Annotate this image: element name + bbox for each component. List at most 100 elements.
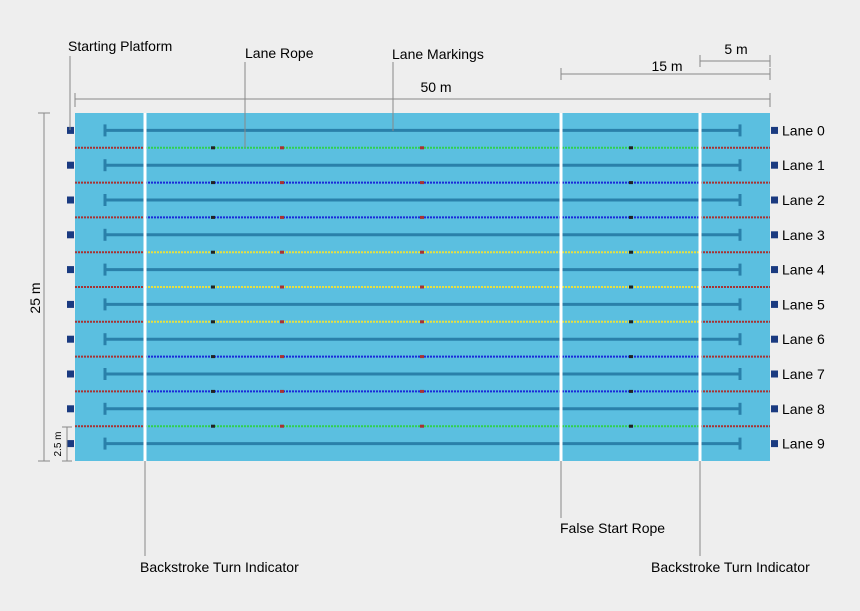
- finish-platform-block: [771, 266, 778, 274]
- finish-platform-block: [771, 231, 778, 239]
- rope-float: [211, 355, 215, 359]
- lane-label: Lane 2: [782, 192, 825, 208]
- rope-float: [629, 250, 633, 254]
- rope-float: [280, 355, 284, 359]
- lane-label: Lane 1: [782, 157, 825, 173]
- lane-ropes-layer: [75, 146, 770, 428]
- backstroke-left-label: Backstroke Turn Indicator: [140, 559, 299, 575]
- starting-platform-block: [67, 231, 74, 239]
- lane-label: Lane 6: [782, 331, 825, 347]
- lane-label: Lane 5: [782, 296, 825, 312]
- rope-float: [280, 424, 284, 428]
- lane-label: Lane 0: [782, 122, 825, 138]
- rope-float: [280, 250, 284, 254]
- lanes-layer: [103, 124, 742, 450]
- lane-marking: [103, 194, 742, 206]
- rope-float: [211, 146, 215, 150]
- finish-platform-block: [771, 335, 778, 343]
- lane-label: Lane 8: [782, 401, 825, 417]
- rope-float: [629, 146, 633, 150]
- lane-markings-label: Lane Markings: [392, 46, 484, 62]
- lane-rope: [75, 181, 770, 185]
- starting-platforms: [67, 126, 778, 448]
- rope-float: [629, 389, 633, 393]
- rope-float: [420, 250, 424, 254]
- lane-marking: [103, 368, 742, 380]
- dim-backstroke-label: 5 m: [724, 41, 747, 57]
- lane-rope: [75, 285, 770, 289]
- starting-platform-block: [67, 196, 74, 204]
- lane-label: Lane 7: [782, 366, 825, 382]
- dim-width-label: 25 m: [27, 282, 43, 313]
- starting-platform-block: [67, 266, 74, 274]
- rope-float: [211, 389, 215, 393]
- rope-float: [280, 285, 284, 289]
- rope-float: [629, 355, 633, 359]
- rope-float: [629, 181, 633, 185]
- lane-label: Lane 3: [782, 227, 825, 243]
- leader-lines: [69, 56, 701, 556]
- lane-marking: [103, 228, 742, 241]
- rope-float: [280, 181, 284, 185]
- rope-float: [280, 215, 284, 219]
- lane-rope: [75, 424, 770, 428]
- finish-platform-block: [771, 370, 778, 378]
- starting-platform-block: [67, 370, 74, 378]
- finish-platform-block: [771, 196, 778, 204]
- lane-labels: Lane 0 Lane 1 Lane 2 Lane 3 Lane 4 Lane 5 Lane…: [782, 122, 825, 451]
- starting-platform-block: [67, 300, 74, 308]
- dim-lane-label: 2.5 m: [53, 431, 64, 456]
- starting-platform-block: [67, 335, 74, 343]
- lane-marking: [103, 333, 742, 346]
- rope-float: [420, 355, 424, 359]
- finish-platform-block: [771, 300, 778, 308]
- lane-rope: [75, 215, 770, 219]
- finish-platform-block: [771, 161, 778, 169]
- rope-float: [211, 181, 215, 185]
- lane-marking: [103, 124, 742, 137]
- starting-platform-block: [67, 161, 74, 169]
- rope-float: [211, 424, 215, 428]
- lane-marking: [103, 159, 742, 172]
- rope-float: [629, 285, 633, 289]
- rope-float: [629, 215, 633, 219]
- lane-rope: [75, 146, 770, 150]
- lane-rope: [75, 355, 770, 359]
- starting-platform-block: [67, 405, 74, 413]
- backstroke-right-label: Backstroke Turn Indicator: [651, 559, 810, 575]
- dim-length-label: 50 m: [420, 79, 451, 95]
- lane-rope: [75, 389, 770, 393]
- rope-float: [211, 250, 215, 254]
- finish-platform-block: [771, 126, 778, 134]
- rope-float: [420, 285, 424, 289]
- finish-platform-block: [771, 440, 778, 448]
- lane-label: Lane 9: [782, 436, 825, 452]
- rope-float: [211, 285, 215, 289]
- dimension-lines: [38, 55, 771, 462]
- rope-float: [420, 215, 424, 219]
- dim-falsestart-label: 15 m: [651, 58, 682, 74]
- starting-platform-block: [67, 126, 74, 134]
- starting-platform-block: [67, 440, 74, 448]
- rope-float: [280, 389, 284, 393]
- false-start-rope-label: False Start Rope: [560, 520, 665, 536]
- rope-float: [211, 215, 215, 219]
- rope-float: [420, 146, 424, 150]
- rope-float: [629, 320, 633, 324]
- starting-platform-label: Starting Platform: [68, 38, 172, 54]
- lane-rope: [75, 320, 770, 324]
- rope-float: [420, 424, 424, 428]
- rope-float: [211, 320, 215, 324]
- rope-float: [280, 146, 284, 150]
- lane-marking: [103, 437, 742, 450]
- lane-marking: [103, 402, 742, 415]
- rope-float: [420, 320, 424, 324]
- rope-float: [420, 389, 424, 393]
- lane-marking: [103, 263, 742, 276]
- lane-marking: [103, 298, 742, 311]
- lane-label: Lane 4: [782, 262, 825, 278]
- lane-rope-label: Lane Rope: [245, 45, 314, 61]
- finish-platform-block: [771, 405, 778, 413]
